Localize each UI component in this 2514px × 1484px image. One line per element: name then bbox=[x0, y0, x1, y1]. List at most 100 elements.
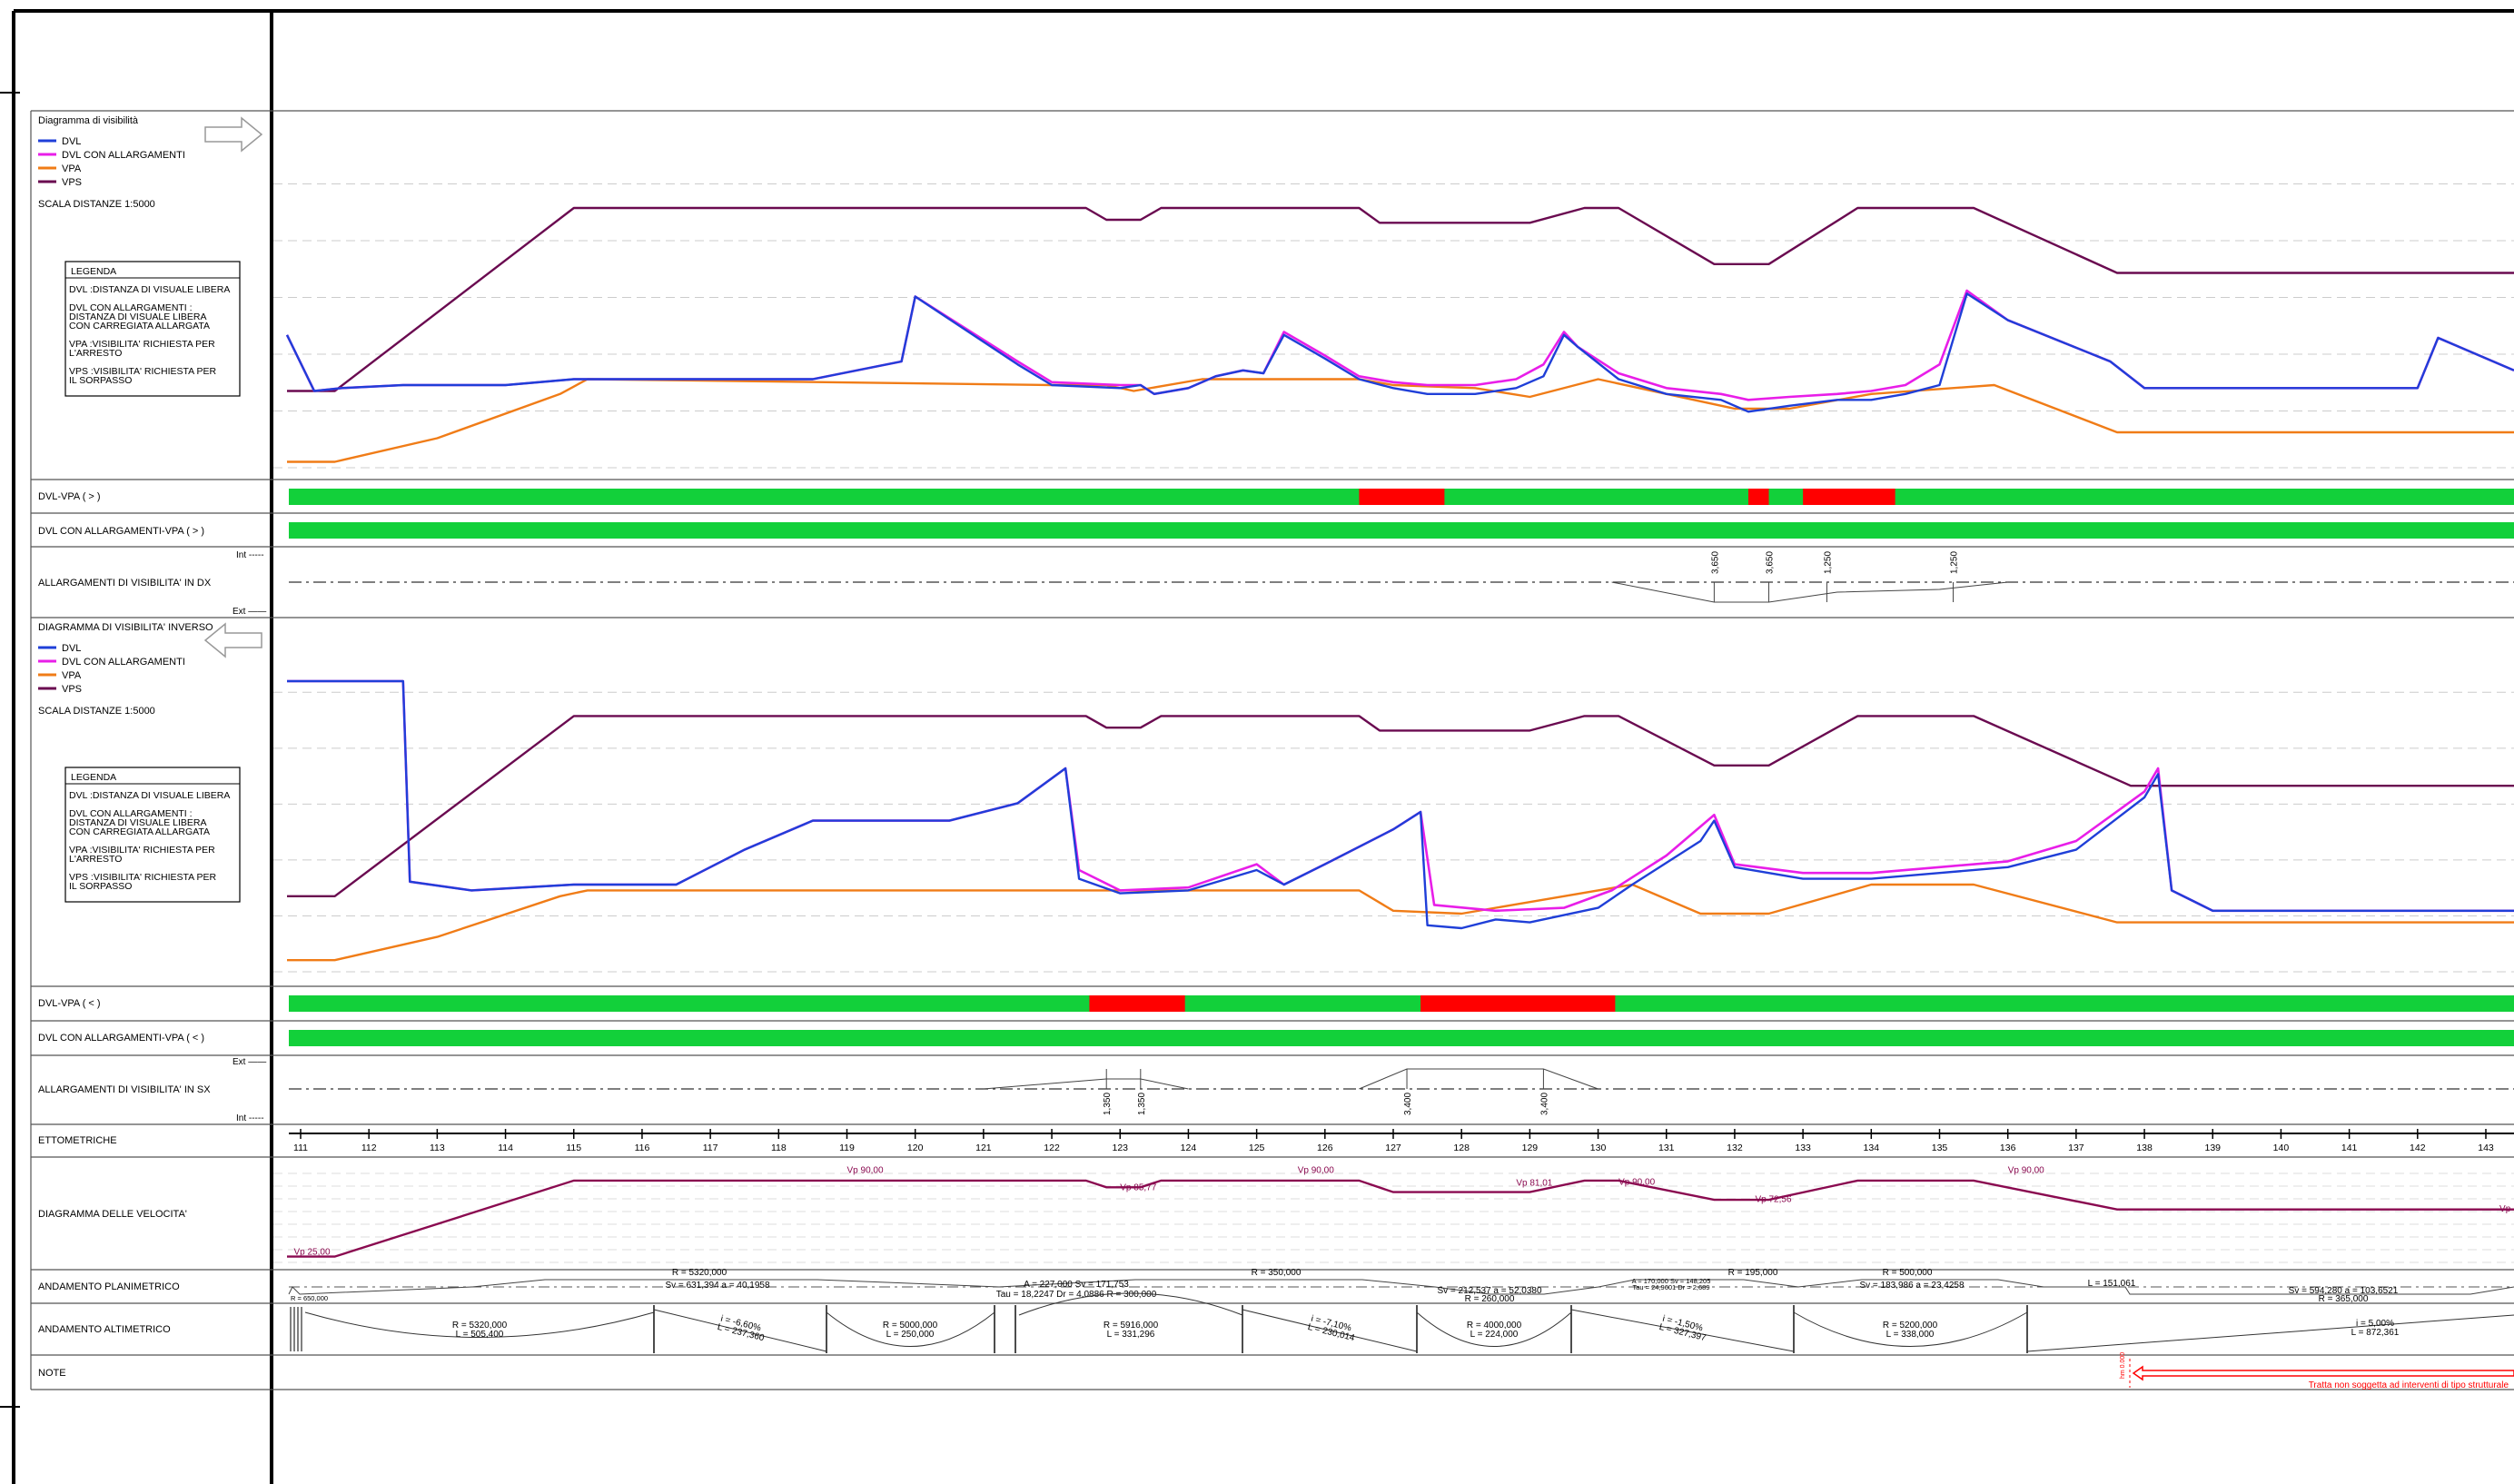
series-vpa bbox=[287, 378, 2514, 463]
etto-label: 140 bbox=[2273, 1143, 2290, 1153]
note-range-label: hm 0.000 bbox=[2120, 1352, 2126, 1379]
label-altimetrico: ANDAMENTO ALTIMETRICO bbox=[38, 1324, 171, 1335]
lower-scale: SCALA DISTANZE 1:5000 bbox=[38, 706, 155, 717]
label-dvl-vpa-fwd: DVL-VPA ( > ) bbox=[38, 491, 101, 502]
etto-label: 111 bbox=[293, 1143, 308, 1153]
legend-box-title: LEGENDA bbox=[71, 772, 116, 783]
note-row: hm 0.000 Tratta non soggetta ad intervent… bbox=[2120, 1352, 2514, 1390]
vel-label: Vp 90,00 bbox=[1618, 1177, 1655, 1187]
plan-label: R = 260,000 bbox=[1465, 1294, 1515, 1304]
bar-ko-dvl_vpa_fwd bbox=[1803, 489, 1895, 505]
alti-curve bbox=[1793, 1311, 2028, 1347]
plan-profile bbox=[288, 1279, 2514, 1295]
etto-label: 122 bbox=[1044, 1143, 1060, 1153]
etto-label: 138 bbox=[2136, 1143, 2153, 1153]
etto-label: 130 bbox=[1590, 1143, 1607, 1153]
widening-label-sx: 3,400 bbox=[1403, 1093, 1413, 1115]
plan-label: R = 500,000 bbox=[1883, 1268, 1933, 1278]
etto-label: 121 bbox=[975, 1143, 992, 1153]
legend-box-line: L'ARRESTO bbox=[69, 854, 122, 865]
legend-box-line: DVL :DISTANZA DI VISUALE LIBERA bbox=[69, 284, 230, 295]
upper-legend-vps: VPS bbox=[62, 177, 82, 188]
lower-legend-box: LEGENDA DVL :DISTANZA DI VISUALE LIBERA DV… bbox=[64, 767, 241, 903]
etto-label: 117 bbox=[703, 1143, 718, 1153]
etto-label: 133 bbox=[1795, 1143, 1811, 1153]
alti-label: R = 5000,000 bbox=[883, 1321, 938, 1331]
etto-label: 131 bbox=[1658, 1143, 1675, 1153]
speed-diagram: Vp 25,00 Vp 90,00 Vp 85,77 Vp 90,00 Vp 81,01… bbox=[273, 1166, 2514, 1263]
etto-label: 114 bbox=[498, 1143, 513, 1153]
etto-label: 137 bbox=[2068, 1143, 2084, 1153]
series-vel bbox=[287, 1179, 2514, 1258]
etto-label: 116 bbox=[635, 1143, 650, 1153]
legend-box-line: IL SORPASSO bbox=[69, 375, 132, 386]
alti-curve bbox=[826, 1311, 995, 1347]
etto-label: 118 bbox=[771, 1143, 787, 1153]
series-dvl-con-allargamenti bbox=[285, 289, 2514, 401]
etto-label: 127 bbox=[1385, 1143, 1401, 1153]
alti-label: L = 338,000 bbox=[1886, 1330, 1935, 1340]
label-int-dx: Int ----- bbox=[236, 550, 264, 560]
vel-label: Vp 25,00 bbox=[293, 1248, 330, 1258]
table-grid bbox=[30, 110, 2514, 1390]
plan-label: Tau = 18,2247 Dr = 4,0886 R = 300,000 bbox=[996, 1290, 1157, 1300]
series-vps bbox=[287, 206, 2514, 392]
lower-legend-dvl: DVL bbox=[62, 643, 81, 654]
widening-label-dx: 1,250 bbox=[1823, 551, 1833, 574]
widening-profile-dx bbox=[1611, 581, 2008, 603]
etto-label: 143 bbox=[2478, 1143, 2494, 1153]
label-allarg-dx: ALLARGAMENTI DI VISIBILITA' IN DX bbox=[38, 578, 212, 589]
lower-legend-vps: VPS bbox=[62, 684, 82, 695]
bar-ko-dvl_vpa_rev bbox=[1089, 995, 1185, 1012]
etto-label: 112 bbox=[361, 1143, 377, 1153]
series-dvl bbox=[287, 679, 2514, 930]
etto-label: 142 bbox=[2410, 1143, 2426, 1153]
legend-box-line: VPS :VISIBILITA' RICHIESTA PER bbox=[69, 366, 216, 377]
alti-grade bbox=[653, 1309, 827, 1352]
etto-label: 135 bbox=[1932, 1143, 1948, 1153]
reverse-arrow-icon bbox=[203, 622, 262, 658]
bar-ko-dvl_vpa_fwd bbox=[1359, 489, 1445, 505]
legend-box-line: IL SORPASSO bbox=[69, 881, 132, 892]
etto-label: 136 bbox=[2000, 1143, 2016, 1153]
plan-label: Sv = 212,537 a = 52,0380 bbox=[1437, 1286, 1542, 1296]
legend-box-line: VPA :VISIBILITA' RICHIESTA PER bbox=[69, 845, 215, 856]
label-planimetrico: ANDAMENTO PLANIMETRICO bbox=[38, 1281, 180, 1292]
alti-label: L = 250,000 bbox=[886, 1330, 935, 1340]
alti-label: R = 5916,000 bbox=[1104, 1321, 1159, 1331]
label-int-sx: Int ----- bbox=[236, 1113, 264, 1123]
label-allarg-sx: ALLARGAMENTI DI VISIBILITA' IN SX bbox=[38, 1084, 211, 1095]
etto-label: 128 bbox=[1453, 1143, 1470, 1153]
legend-box-line: L'ARRESTO bbox=[69, 348, 122, 359]
legend-box-line: DISTANZA DI VISUALE LIBERA bbox=[69, 817, 207, 828]
alti-label: R = 5320,000 bbox=[452, 1321, 508, 1331]
bar-ko-dvl_vpa_fwd bbox=[1747, 489, 1769, 505]
plan-label: L = 151,061 bbox=[2088, 1279, 2136, 1289]
legend-box-line: DISTANZA DI VISUALE LIBERA bbox=[69, 312, 207, 322]
etto-label: 129 bbox=[1522, 1143, 1539, 1153]
etto-label: 120 bbox=[907, 1143, 924, 1153]
label-dvl-all-vpa-fwd: DVL CON ALLARGAMENTI-VPA ( > ) bbox=[38, 526, 204, 537]
visibility-diagram bbox=[273, 183, 2514, 469]
legend-box-line: VPS :VISIBILITA' RICHIESTA PER bbox=[69, 872, 216, 883]
alti-curve bbox=[1018, 1292, 1243, 1316]
legend-box bbox=[64, 767, 241, 903]
legend-box-line: CON CARREGIATA ALLARGATA bbox=[69, 826, 210, 837]
check-bars bbox=[289, 489, 2514, 1046]
widening-profile-sx-1 bbox=[983, 1078, 1189, 1090]
upper-legend-box: LEGENDA DVL :DISTANZA DI VISUALE LIBERA DV… bbox=[64, 261, 241, 397]
series-vpa bbox=[287, 883, 2514, 962]
plan-label: Tau = 24,9601 Dr = 2,689 bbox=[1632, 1283, 1709, 1291]
etto-label: 123 bbox=[1112, 1143, 1128, 1153]
vel-label: Vp 81,01 bbox=[1516, 1178, 1552, 1188]
label-ext-dx: Ext —— bbox=[233, 607, 266, 617]
etto-label: 124 bbox=[1181, 1143, 1197, 1153]
plan-label: Sv = 183,986 a = 23,4258 bbox=[1859, 1281, 1965, 1291]
alti-curve bbox=[1416, 1311, 1572, 1347]
plan-label: R = 650,000 bbox=[291, 1294, 328, 1302]
etto-label: 115 bbox=[566, 1143, 581, 1153]
lower-legend-dvl-all: DVL CON ALLARGAMENTI bbox=[62, 657, 185, 668]
etto-label: 126 bbox=[1317, 1143, 1333, 1153]
alti-label: R = 5200,000 bbox=[1883, 1321, 1938, 1331]
plan-label: A = 170,000 Sv = 148,205 bbox=[1632, 1277, 1711, 1285]
